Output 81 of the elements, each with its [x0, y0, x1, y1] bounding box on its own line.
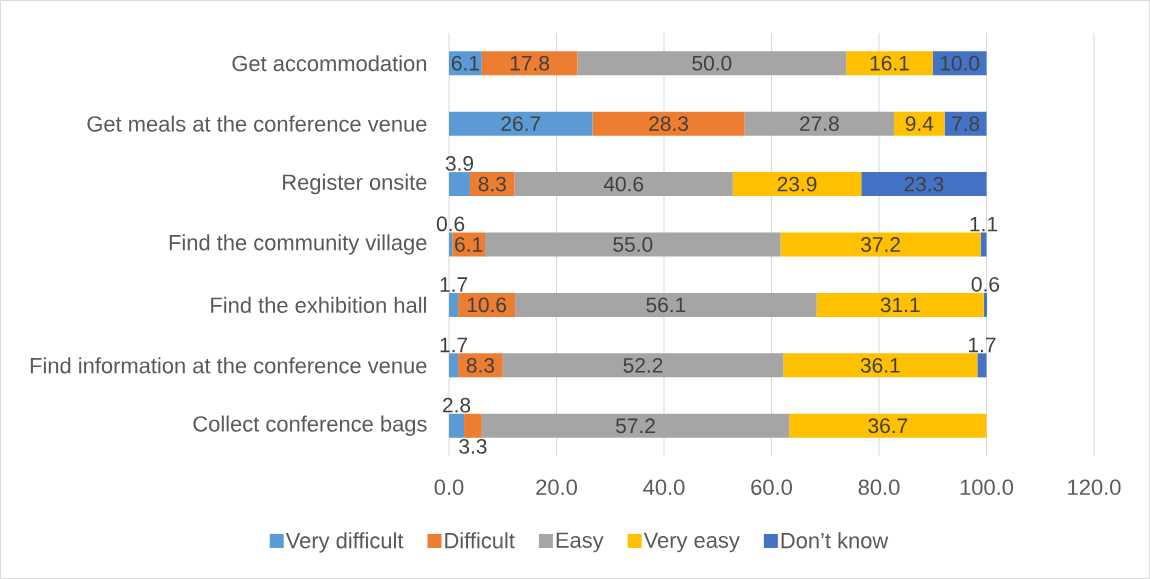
legend-label: Difficult — [445, 532, 515, 549]
data-label: 7.8 — [952, 116, 980, 132]
bar — [481, 413, 790, 438]
data-label: 52.2 — [623, 357, 663, 373]
bar — [983, 292, 988, 317]
data-label: 1.7 — [440, 337, 468, 353]
data-label: 3.3 — [459, 438, 487, 454]
x-tick-label: 0.0 — [434, 479, 464, 496]
data-label: 10.0 — [940, 55, 980, 71]
y-tick-label: Find the exhibition hall — [211, 296, 426, 313]
bar — [449, 111, 593, 136]
bar — [780, 232, 981, 257]
data-label: 9.4 — [905, 116, 934, 132]
data-label: 28.3 — [649, 116, 689, 132]
data-label: 17.8 — [510, 55, 550, 71]
bar — [469, 172, 515, 197]
bar — [485, 232, 781, 257]
data-label: 37.2 — [861, 237, 900, 252]
bar — [816, 292, 984, 317]
data-label: 31.1 — [880, 297, 920, 313]
y-tick-label: Find information at the conference venue — [30, 357, 427, 374]
data-label: 3.9 — [445, 156, 474, 171]
data-label: 6.1 — [455, 237, 483, 252]
bar — [783, 353, 978, 378]
x-tick-label: 20.0 — [536, 479, 577, 496]
bar — [980, 232, 987, 257]
y-tick-label: Collect conference bags — [193, 415, 427, 436]
data-label: 27.8 — [800, 116, 839, 132]
bar — [861, 172, 987, 197]
data-label: 23.3 — [904, 176, 944, 192]
y-tick-label: Register onsite — [283, 173, 427, 195]
x-tick-label: 80.0 — [858, 479, 900, 496]
data-label: 56.1 — [646, 297, 686, 313]
data-label: 36.7 — [868, 418, 908, 434]
data-label: 50.0 — [692, 55, 732, 71]
legend-label: Very difficult — [285, 532, 404, 553]
data-label: 8.3 — [466, 357, 495, 373]
data-label: 6.1 — [451, 55, 479, 71]
bar — [515, 292, 817, 317]
data-label: 8.3 — [478, 176, 506, 192]
x-tick-label: 120.0 — [1068, 479, 1121, 496]
data-label: 40.6 — [603, 176, 644, 192]
bar — [514, 172, 733, 197]
data-label: 0.6 — [971, 276, 1000, 292]
legend-label: Very easy — [643, 532, 740, 553]
y-tick-label: Get accommodation — [232, 55, 427, 72]
bar — [449, 292, 459, 317]
bar — [481, 51, 578, 76]
bar — [592, 111, 745, 136]
y-tick-label: Get meals at the conference venue — [87, 115, 427, 132]
bar — [449, 413, 465, 438]
x-tick-label: 100.0 — [960, 479, 1014, 496]
data-label: 10.6 — [467, 297, 507, 313]
data-label: 57.2 — [616, 418, 655, 434]
data-label: 55.0 — [613, 237, 653, 252]
bar — [577, 51, 847, 76]
x-tick-label: 60.0 — [751, 479, 792, 496]
bar — [846, 51, 933, 76]
legend-label: Don’t know — [781, 532, 889, 549]
data-label: 16.1 — [870, 55, 909, 71]
data-label: 2.8 — [443, 397, 471, 413]
data-label: 23.9 — [777, 176, 817, 192]
x-tick-label: 40.0 — [643, 479, 685, 496]
bar — [894, 111, 945, 136]
data-label: 1.1 — [970, 216, 998, 232]
bar — [449, 172, 470, 197]
data-label: 36.1 — [860, 357, 900, 373]
bar — [744, 111, 895, 136]
bar — [732, 172, 862, 197]
bar — [977, 353, 987, 378]
data-label: 26.7 — [501, 116, 541, 132]
bar — [449, 232, 453, 257]
bar — [502, 353, 784, 378]
y-tick-label: Find the community village — [169, 234, 427, 255]
data-label: 1.7 — [968, 337, 996, 353]
bar — [449, 353, 459, 378]
legend-label: Easy — [556, 532, 604, 553]
bar — [464, 413, 482, 438]
bar — [789, 413, 987, 438]
data-label: 1.7 — [440, 277, 468, 292]
data-label: 0.6 — [436, 216, 465, 232]
